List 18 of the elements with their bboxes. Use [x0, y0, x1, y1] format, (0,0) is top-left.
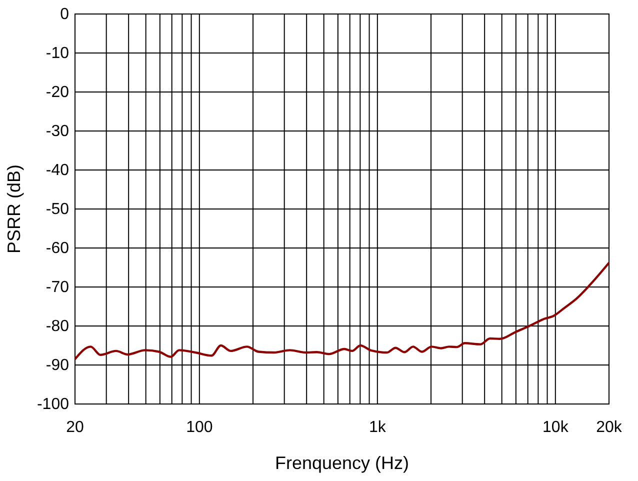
y-tick-label: -90: [46, 357, 70, 374]
y-tick-label: -20: [46, 84, 70, 101]
y-tick-label: -70: [46, 279, 70, 296]
y-tick-label: 0: [60, 6, 70, 23]
y-tick-label: -60: [46, 240, 70, 257]
x-tick-label: 1k: [368, 419, 387, 436]
x-axis-title: Frenquency (Hz): [274, 453, 410, 473]
y-tick-label: -40: [46, 162, 70, 179]
y-axis-title: PSRR (dB): [4, 164, 24, 254]
x-tick-label: 10k: [542, 419, 570, 436]
y-tick-label: -50: [46, 201, 70, 218]
x-tick-label: 20: [66, 419, 84, 436]
y-tick-label: -10: [46, 45, 70, 62]
y-tick-label: -80: [46, 318, 70, 335]
y-tick-label: -30: [46, 123, 70, 140]
x-tick-label: 20k: [596, 419, 623, 436]
x-tick-label: 100: [186, 419, 213, 436]
y-tick-label: -100: [36, 396, 70, 413]
